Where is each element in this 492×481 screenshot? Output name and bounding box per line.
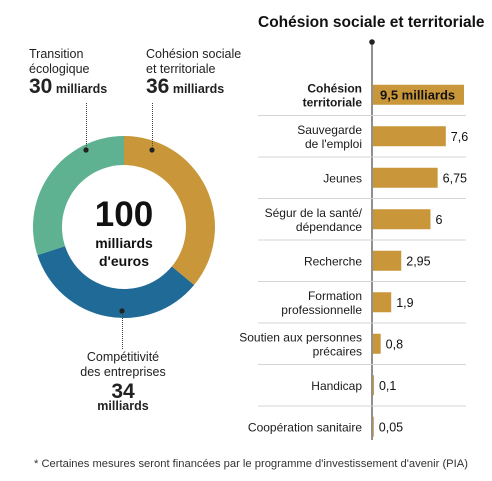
bar-mark — [373, 375, 374, 396]
label-cohesion-unit: milliards — [172, 82, 225, 96]
bar-value-label: 0,8 — [386, 337, 403, 351]
label-competitivite-line2: des entreprises — [80, 365, 166, 379]
bar-value-label: 1,9 — [396, 296, 413, 310]
bar-value-label: 0,1 — [379, 379, 396, 393]
donut-leader-dot-1 — [149, 147, 155, 153]
bar-category-line: précaires — [313, 344, 362, 358]
bar-category-label: Sauvegarde de l'emploi — [297, 123, 362, 151]
bar-category-line: Jeunes — [323, 171, 362, 185]
bar-category-label: Ségur de la santé/dépendance — [265, 206, 363, 234]
bar-value-label: 9,5 milliards — [380, 87, 455, 102]
leader-transition — [86, 103, 87, 148]
leader-cohesion — [152, 103, 153, 148]
bar-category-label: Handicap — [311, 379, 362, 393]
label-competitivite-unit: milliards — [97, 399, 149, 413]
donut-leader-dot-2 — [119, 308, 125, 314]
bar-category-line: territoriale — [303, 95, 363, 109]
donut-center-unit-1: milliards — [95, 235, 153, 251]
bar-category-label: Cohésion territoriale — [303, 81, 363, 109]
bar-category-label: Jeunes — [323, 171, 362, 185]
bar-category-line: Handicap — [311, 379, 362, 393]
bar-mark — [373, 84, 464, 105]
bar-value-label: 6,75 — [443, 171, 467, 185]
bar-value-label: 7,6 — [451, 130, 468, 144]
donut-center-unit-2: d'euros — [99, 253, 149, 269]
label-cohesion-sociale: Cohésion sociale et territoriale 36 mill… — [146, 47, 241, 97]
label-competitivite-value: 34 — [111, 380, 135, 403]
leader-competitivite — [122, 313, 123, 349]
label-competitivite: Compétitivité des entreprises 34 milliar… — [68, 350, 178, 414]
bar-category-line: Ségur de la santé/ — [265, 206, 363, 220]
label-transition-value: 30 — [29, 75, 53, 98]
bar-category-line: professionnelle — [281, 303, 362, 317]
bar-mark — [373, 416, 374, 437]
bar-category-label: Formation professionnelle — [281, 289, 362, 317]
bar-value-label: 0,05 — [379, 420, 403, 434]
label-transition-ecologique: Transition écologique 30 milliards — [29, 47, 107, 97]
bar-category-line: Recherche — [304, 254, 362, 268]
label-transition-line1: Transition — [29, 47, 84, 61]
bar-chart-title: Cohésion sociale et territoriale — [258, 14, 485, 31]
bar-mark — [373, 126, 446, 147]
bar-category-label: Soutien aux personnes précaires — [239, 330, 362, 358]
bar-category-line: Formation — [308, 289, 362, 303]
bar-category-line: Cohésion — [307, 81, 362, 95]
label-transition-line2: écologique — [29, 62, 90, 76]
bar-value-label: 2,95 — [406, 254, 430, 268]
bar-mark — [373, 209, 431, 230]
bar-category-label: Recherche — [304, 254, 362, 268]
label-competitivite-line1: Compétitivité — [86, 350, 160, 364]
bar-category-line: Soutien aux personnes — [239, 330, 362, 344]
label-cohesion-line2: et territoriale — [146, 62, 216, 76]
donut-segment-0 — [124, 136, 215, 286]
bar-category-line: Coopération sanitaire — [248, 420, 362, 434]
donut-leader-dot-0 — [83, 147, 89, 153]
bar-axis-top-dot — [369, 39, 375, 45]
bar-value-label: 6 — [435, 213, 442, 227]
bar-mark — [373, 167, 438, 188]
donut-segment-2 — [32, 136, 124, 256]
label-cohesion-line1: Cohésion sociale — [146, 47, 242, 61]
bar-category-line: dépendance — [296, 220, 362, 234]
label-transition-unit: milliards — [55, 82, 108, 96]
bar-mark — [373, 292, 392, 313]
bar-category-line: de l'emploi — [305, 137, 362, 151]
footnote: * Certaines mesures seront financées par… — [34, 458, 468, 470]
bar-category-label: Coopération sanitaire — [248, 420, 362, 434]
bar-category-line: Sauvegarde — [297, 123, 362, 137]
label-cohesion-value: 36 — [146, 75, 170, 98]
bar-mark — [373, 333, 381, 354]
bar-mark — [373, 250, 402, 271]
donut-segment-1 — [37, 246, 195, 318]
donut-center-value: 100 — [95, 195, 153, 234]
